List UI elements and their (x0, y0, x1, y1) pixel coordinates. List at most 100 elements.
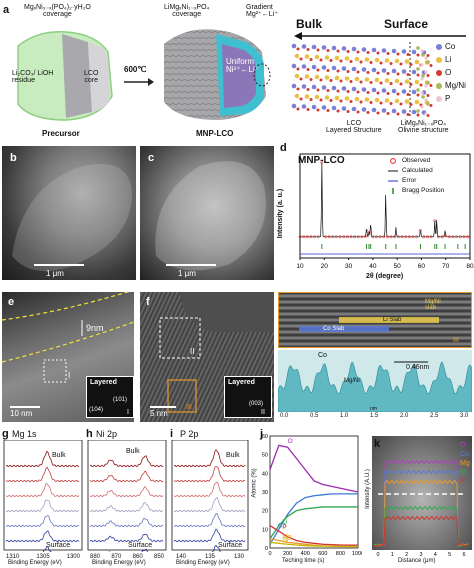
atom (302, 84, 307, 89)
atom-p (420, 77, 423, 80)
atom (415, 60, 420, 65)
k-legend: O Co Mg Ni P (460, 442, 470, 487)
atom-o (430, 84, 433, 87)
x-tick-label: 600 (318, 551, 327, 557)
x-tick-label: 50 (394, 263, 402, 270)
atom-o (320, 79, 323, 82)
atom (412, 70, 417, 75)
atom (365, 97, 370, 102)
atom-mgni (416, 88, 420, 92)
line-profile: Co Mg/Ni 0.46nm (278, 350, 472, 412)
atom (332, 106, 337, 111)
panel-label: a (3, 4, 9, 16)
atom-mgni (426, 60, 430, 64)
atom-o (347, 110, 350, 113)
atom-o (370, 101, 373, 104)
atom (345, 96, 350, 101)
xps-chart (2, 440, 84, 552)
scale-bar (10, 406, 40, 408)
atom-o (387, 52, 390, 55)
li-slab-label: Li Slab (383, 317, 401, 323)
y-tick-label: 50 (262, 453, 268, 459)
atom-o (390, 82, 393, 85)
tick-label: 1.5 (370, 413, 378, 419)
surface-label: Surface (218, 542, 242, 549)
atom (355, 77, 360, 82)
atom-o (350, 80, 353, 83)
atom-o (360, 81, 363, 84)
atom-o (407, 53, 410, 56)
atom (342, 46, 347, 51)
atom (335, 76, 340, 81)
atom-o (340, 60, 343, 63)
bulk-label: Bulk (126, 448, 140, 455)
xps-spectrum (6, 451, 79, 467)
atom-o (367, 71, 370, 74)
zoom-circle (252, 62, 272, 88)
atom-o (367, 51, 370, 54)
panel-h: h Ni 2p Bulk Surface 880 870 860 850 Bin… (86, 428, 168, 566)
atom-p (424, 70, 427, 73)
tick-label: 2.0 (400, 413, 408, 419)
scale-label: 5 nm (150, 410, 168, 418)
atom (325, 95, 330, 100)
atom (382, 88, 387, 93)
xps-spectrum (90, 456, 163, 467)
atom-o (357, 51, 360, 54)
tick-label: 0.0 (280, 413, 288, 419)
panel-label: f (146, 296, 150, 308)
atom (315, 95, 320, 100)
panel-g: g Mg 1s Bulk Surface 1310 1305 1300 Bind… (2, 428, 84, 566)
atom-o (407, 113, 410, 116)
atom-o (380, 82, 383, 85)
legend-row: Observed (388, 156, 444, 166)
bragg-marker (388, 188, 398, 194)
plot-frame (4, 440, 82, 550)
olivine-label: LiMgₓNi₁₋ₓPO₄ Olivine structure (398, 120, 449, 134)
residue-label: Li₂CO₃/ LiOH residue (12, 70, 53, 84)
x-tick-label: 40 (369, 263, 377, 270)
atom (305, 54, 310, 59)
atom (312, 85, 317, 90)
fft-inset: Layered (104) (101) I (86, 376, 134, 418)
atom-o (297, 88, 300, 91)
atom (402, 49, 407, 54)
series-line-o (270, 445, 358, 492)
atom-o (320, 59, 323, 62)
atom-o (360, 101, 363, 104)
atom (315, 75, 320, 80)
atom (335, 56, 340, 61)
atom (302, 44, 307, 49)
legend-dot (436, 96, 442, 102)
xrd-chart: 10 20 30 40 50 60 70 80 (278, 150, 474, 282)
atom-o (350, 100, 353, 103)
x-axis-label: Teching time (s) (282, 558, 324, 564)
series-label: P (282, 524, 286, 531)
atom-o (390, 62, 393, 65)
element-label: Mg 1s (12, 430, 37, 439)
co-label: Co (318, 352, 327, 359)
temperature-label: 600℃ (124, 66, 146, 74)
atom (342, 106, 347, 111)
profile-chart (278, 350, 472, 412)
atom (345, 56, 350, 61)
x-tick-label: 80 (466, 263, 474, 270)
bulk-label: Bulk (296, 18, 322, 30)
atom-o (317, 109, 320, 112)
atom (385, 78, 390, 83)
atom-o (317, 89, 320, 92)
fft-inset: Layered (003) II (224, 376, 272, 418)
mnp-title: MNP-LCO (196, 130, 233, 138)
atom-p (420, 63, 423, 66)
atom-p (424, 98, 427, 101)
atom (385, 58, 390, 63)
lattice-image: Mg/Ni slab Li Slab Co Slab III (278, 292, 472, 348)
atom-p (420, 91, 423, 94)
panel-a: a MgₓNi₃₋ₓ(PO₄)₂·yH₂O coverage Li₂CO₃/ L… (0, 0, 474, 142)
atom (405, 79, 410, 84)
atom (362, 67, 367, 72)
scale-label: 1 μm (46, 270, 64, 278)
atom-o (327, 49, 330, 52)
atom (355, 97, 360, 102)
atom-o (417, 74, 420, 77)
